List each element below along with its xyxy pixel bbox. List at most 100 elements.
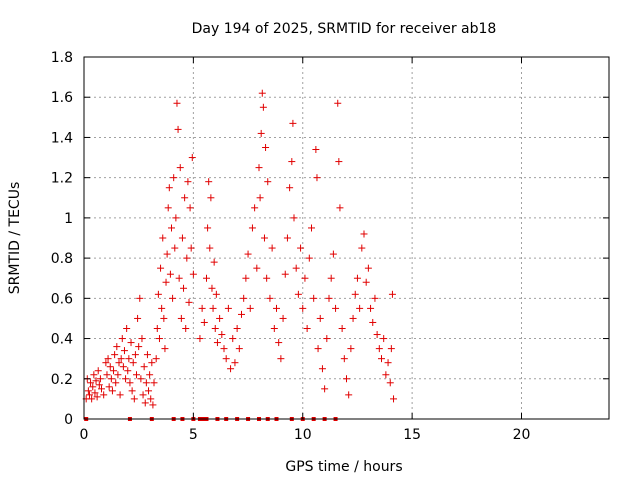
data-point <box>187 244 195 252</box>
data-point <box>181 194 189 202</box>
data-point <box>233 325 241 332</box>
data-point <box>321 385 329 393</box>
data-point <box>93 393 101 401</box>
data-point <box>297 244 305 252</box>
data-point <box>345 391 353 399</box>
data-point <box>143 351 151 359</box>
data-point <box>200 318 208 326</box>
data-point <box>335 158 343 166</box>
data-point <box>129 359 137 367</box>
data-point <box>375 345 383 353</box>
data-point <box>189 270 197 278</box>
data-point <box>308 224 315 232</box>
data-point <box>371 294 379 302</box>
data-point <box>115 359 123 367</box>
data-point <box>89 383 97 391</box>
data-point <box>240 294 248 302</box>
data-point <box>294 290 302 298</box>
data-point <box>146 371 154 379</box>
data-point <box>310 294 318 302</box>
x-tick-label: 0 <box>80 427 89 443</box>
data-point <box>314 345 322 353</box>
data-point <box>154 290 162 298</box>
data-point <box>224 304 232 312</box>
y-tick-label: 1.8 <box>51 50 73 66</box>
data-point <box>238 310 245 318</box>
data-point <box>178 234 186 242</box>
data-point <box>127 339 135 347</box>
data-point <box>318 365 326 373</box>
y-tick-label: 0.8 <box>51 251 73 267</box>
data-point <box>87 379 95 387</box>
data-point <box>212 290 220 298</box>
data-point <box>164 204 172 212</box>
data-point <box>125 355 133 363</box>
data-point <box>273 304 280 312</box>
data-point <box>92 377 100 385</box>
data-point <box>185 298 193 306</box>
data-point <box>220 345 228 353</box>
data-point <box>114 371 122 379</box>
data-point <box>147 395 155 403</box>
data-point <box>103 371 111 379</box>
data-point <box>259 103 267 111</box>
data-point <box>327 274 335 282</box>
data-point <box>384 359 392 367</box>
data-point <box>196 335 204 343</box>
x-tick-label: 5 <box>189 427 198 443</box>
data-point <box>206 244 214 252</box>
data-point <box>153 325 161 332</box>
data-point <box>209 304 217 312</box>
data-point <box>188 154 196 162</box>
data-point <box>105 383 113 391</box>
data-point <box>303 325 311 332</box>
data-point <box>88 395 96 403</box>
data-point <box>347 345 355 353</box>
data-point <box>305 254 313 262</box>
data-point <box>174 125 182 133</box>
data-point <box>373 331 381 339</box>
data-point <box>102 359 110 367</box>
data-point <box>145 387 153 395</box>
data-point <box>152 355 160 363</box>
data-point <box>369 318 377 326</box>
data-point <box>134 314 142 322</box>
data-point <box>360 230 368 238</box>
data-point <box>316 314 324 322</box>
data-point <box>242 274 250 282</box>
data-point <box>356 304 364 312</box>
data-point <box>122 375 130 383</box>
data-point <box>135 343 143 351</box>
data-point <box>139 391 147 399</box>
data-point <box>340 355 348 363</box>
data-point <box>126 379 134 387</box>
data-point <box>255 164 263 172</box>
data-point <box>301 274 309 282</box>
data-point <box>112 379 120 387</box>
y-tick-label: 0 <box>64 412 73 428</box>
data-point <box>203 274 210 282</box>
data-point <box>84 387 92 395</box>
data-point <box>229 335 237 343</box>
data-point <box>270 325 278 332</box>
data-point <box>205 178 213 186</box>
data-point <box>150 379 158 387</box>
data-point <box>94 367 102 375</box>
data-point <box>256 194 264 202</box>
data-point <box>208 284 216 292</box>
data-point <box>91 389 99 397</box>
data-point <box>204 224 212 232</box>
data-point <box>288 158 296 166</box>
data-point <box>281 270 289 278</box>
data-point <box>175 274 183 282</box>
x-axis-label: GPS time / hours <box>285 459 402 475</box>
y-tick-label: 1 <box>64 211 73 227</box>
data-point <box>157 264 165 272</box>
data-point <box>168 224 175 232</box>
data-point <box>108 387 116 395</box>
data-point <box>131 351 139 359</box>
data-point <box>100 391 108 399</box>
data-point <box>364 264 372 272</box>
data-point <box>275 339 283 347</box>
